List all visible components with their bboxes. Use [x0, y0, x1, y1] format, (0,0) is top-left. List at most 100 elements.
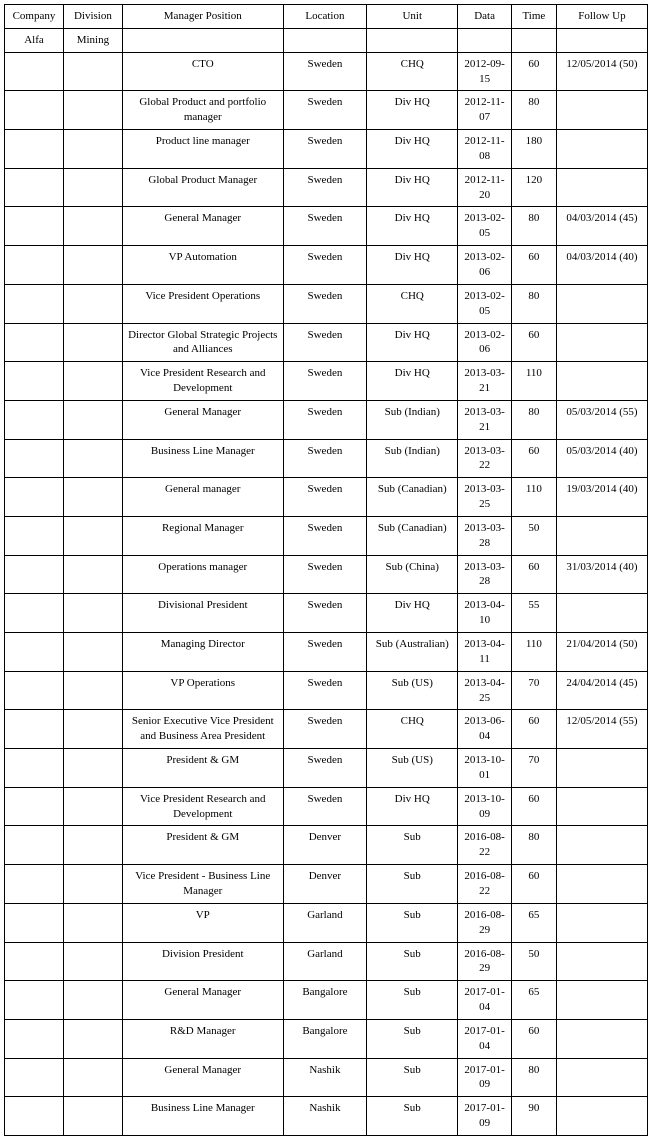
cell-location: Sweden	[283, 439, 367, 478]
header-company: Company	[5, 5, 64, 29]
cell-data: 2012-11-08	[458, 130, 512, 169]
cell-unit: Sub (Australian)	[367, 633, 458, 672]
cell-company	[5, 1097, 64, 1136]
cell-followup: 19/03/2014 (40)	[556, 478, 647, 517]
cell-data: 2017-01-09	[458, 1097, 512, 1136]
cell-unit: Sub (China)	[367, 555, 458, 594]
cell-data: 2013-02-06	[458, 246, 512, 285]
cell-position	[122, 28, 283, 52]
table-row: Vice President - Business Line ManagerDe…	[5, 865, 648, 904]
cell-unit: Sub (Indian)	[367, 439, 458, 478]
cell-unit: Div HQ	[367, 207, 458, 246]
cell-time: 60	[511, 246, 556, 285]
cell-data: 2013-03-21	[458, 400, 512, 439]
cell-division	[63, 865, 122, 904]
cell-company	[5, 787, 64, 826]
cell-division	[63, 207, 122, 246]
cell-company	[5, 710, 64, 749]
cell-location: Garland	[283, 903, 367, 942]
cell-division: Mining	[63, 28, 122, 52]
cell-unit: Sub (Canadian)	[367, 478, 458, 517]
cell-unit	[367, 28, 458, 52]
cell-location: Sweden	[283, 284, 367, 323]
table-row: VP OperationsSwedenSub (US)2013-04-25702…	[5, 671, 648, 710]
cell-position: President & GM	[122, 826, 283, 865]
table-row: R&D ManagerBangaloreSub2017-01-0460	[5, 1019, 648, 1058]
cell-unit: Div HQ	[367, 130, 458, 169]
cell-unit: Div HQ	[367, 91, 458, 130]
table-row: Operations managerSwedenSub (China)2013-…	[5, 555, 648, 594]
cell-time: 80	[511, 400, 556, 439]
cell-company	[5, 981, 64, 1020]
cell-time: 80	[511, 826, 556, 865]
cell-location: Sweden	[283, 594, 367, 633]
cell-data: 2013-02-05	[458, 284, 512, 323]
cell-followup: 05/03/2014 (40)	[556, 439, 647, 478]
table-row: Global Product ManagerSwedenDiv HQ2012-1…	[5, 168, 648, 207]
cell-position: VP	[122, 903, 283, 942]
table-row: Managing DirectorSwedenSub (Australian)2…	[5, 633, 648, 672]
cell-position: VP Automation	[122, 246, 283, 285]
cell-data: 2017-01-04	[458, 981, 512, 1020]
cell-position: VP Operations	[122, 671, 283, 710]
cell-company	[5, 168, 64, 207]
cell-company	[5, 903, 64, 942]
cell-time: 110	[511, 362, 556, 401]
cell-division	[63, 1058, 122, 1097]
cell-position: General Manager	[122, 1058, 283, 1097]
cell-location: Garland	[283, 942, 367, 981]
table-row: Product line managerSwedenDiv HQ2012-11-…	[5, 130, 648, 169]
cell-followup: 04/03/2014 (40)	[556, 246, 647, 285]
cell-data: 2016-08-22	[458, 865, 512, 904]
cell-position: General Manager	[122, 207, 283, 246]
cell-company	[5, 362, 64, 401]
cell-location: Sweden	[283, 91, 367, 130]
cell-position: Senior Executive Vice President and Busi…	[122, 710, 283, 749]
cell-time: 60	[511, 787, 556, 826]
cell-data	[458, 28, 512, 52]
cell-division	[63, 594, 122, 633]
cell-unit: Div HQ	[367, 594, 458, 633]
cell-division	[63, 633, 122, 672]
table-row: Vice President OperationsSwedenCHQ2013-0…	[5, 284, 648, 323]
cell-followup	[556, 749, 647, 788]
cell-followup: 04/03/2014 (45)	[556, 207, 647, 246]
cell-location: Sweden	[283, 671, 367, 710]
table-row: VPGarlandSub2016-08-2965	[5, 903, 648, 942]
cell-followup	[556, 516, 647, 555]
cell-time: 180	[511, 130, 556, 169]
cell-unit: Div HQ	[367, 246, 458, 285]
cell-location: Sweden	[283, 710, 367, 749]
cell-company	[5, 516, 64, 555]
cell-time: 60	[511, 323, 556, 362]
cell-followup	[556, 91, 647, 130]
cell-position: Business Line Manager	[122, 439, 283, 478]
cell-time: 65	[511, 981, 556, 1020]
cell-position: President & GM	[122, 749, 283, 788]
table-header-row: Company Division Manager Position Locati…	[5, 5, 648, 29]
table-row: Business Line ManagerNashikSub2017-01-09…	[5, 1097, 648, 1136]
cell-followup	[556, 130, 647, 169]
cell-location	[283, 28, 367, 52]
cell-followup: 12/05/2014 (50)	[556, 52, 647, 91]
table-row: CTOSwedenCHQ2012-09-156012/05/2014 (50)	[5, 52, 648, 91]
cell-company	[5, 633, 64, 672]
manager-interview-table: Company Division Manager Position Locati…	[4, 4, 648, 1136]
cell-location: Nashik	[283, 1097, 367, 1136]
cell-division	[63, 826, 122, 865]
cell-time: 110	[511, 478, 556, 517]
cell-unit: Sub (US)	[367, 671, 458, 710]
cell-position: General Manager	[122, 981, 283, 1020]
cell-followup	[556, 1058, 647, 1097]
cell-position: Regional Manager	[122, 516, 283, 555]
cell-unit: Sub	[367, 1097, 458, 1136]
cell-division	[63, 246, 122, 285]
table-row: General managerSwedenSub (Canadian)2013-…	[5, 478, 648, 517]
cell-time	[511, 28, 556, 52]
cell-position: Vice President Operations	[122, 284, 283, 323]
table-row: VP AutomationSwedenDiv HQ2013-02-066004/…	[5, 246, 648, 285]
cell-company	[5, 671, 64, 710]
cell-company	[5, 91, 64, 130]
cell-location: Nashik	[283, 1058, 367, 1097]
table-row: Vice President Research and DevelopmentS…	[5, 787, 648, 826]
